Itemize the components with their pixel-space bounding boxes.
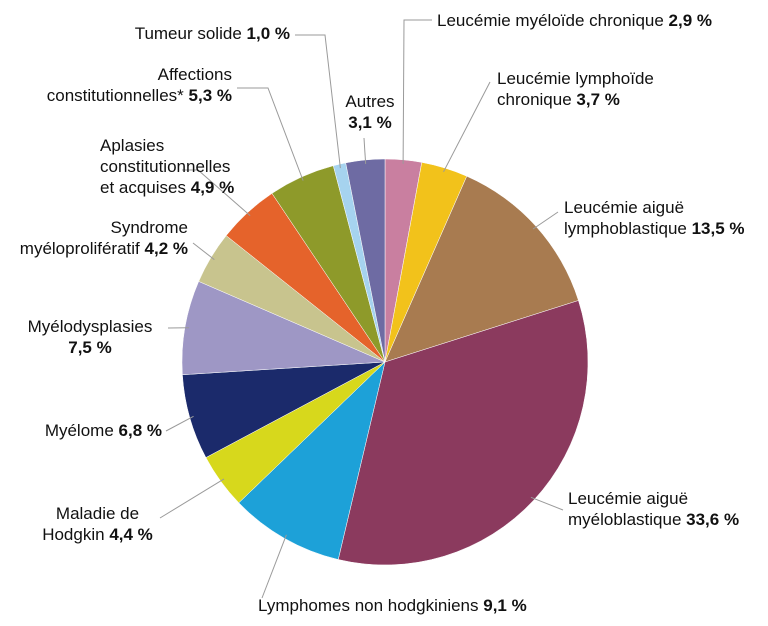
slice-name: Leucémie myéloïde chronique: [437, 11, 664, 30]
slice-name: Tumeur solide: [134, 24, 242, 43]
slice-label: Leucémie lymphoïde chronique 3,7 %: [497, 68, 672, 110]
pie-slice: [238, 361, 386, 560]
slice-value: 3,7 %: [576, 90, 620, 109]
leader-line: [530, 496, 564, 511]
slice-value: 7,5 %: [68, 338, 112, 357]
slice-label: Autres 3,1 %: [340, 91, 400, 133]
slice-name: Leucémie aiguë lymphoblastique: [564, 198, 687, 238]
leader-line: [443, 81, 491, 173]
slice-label: Affections constitutionnelles* 5,3 %: [34, 64, 232, 106]
slice-value: 4,4 %: [109, 525, 153, 544]
slice-value: 4,9 %: [190, 178, 235, 197]
slice-name: Myélome: [44, 421, 114, 440]
slice-value: 6,8 %: [118, 421, 162, 440]
slice-value: 9,1 %: [483, 596, 527, 615]
slice-label: Aplasies constitutionnelles et acquises …: [100, 135, 245, 198]
leader-line: [532, 211, 559, 230]
leader-line: [402, 19, 432, 164]
pie-slice: [384, 175, 579, 363]
slice-value: 1,0 %: [246, 24, 290, 43]
slice-name: Leucémie lymphoïde chronique: [497, 69, 654, 109]
slice-label: Tumeur solide 1,0 %: [90, 23, 290, 44]
leader-line: [159, 478, 225, 519]
slice-label: Lymphomes non hodgkiniens 9,1 %: [258, 595, 578, 616]
slice-name: Lymphomes non hodgkiniens: [258, 596, 479, 615]
slice-name: Aplasies constitutionnelles et acquises: [100, 136, 231, 197]
slice-value: 3,1 %: [348, 113, 392, 132]
leader-line: [237, 87, 304, 181]
slice-label: Myélome 6,8 %: [22, 420, 162, 441]
leader-line: [295, 34, 341, 169]
slice-value: 4,2 %: [144, 239, 188, 258]
leader-line: [363, 137, 367, 164]
slice-name: Autres: [345, 92, 395, 111]
slice-name: Leucémie aiguë myéloblastique: [568, 489, 689, 529]
slice-label: Leucémie myéloïde chronique 2,9 %: [437, 10, 757, 31]
leader-line: [182, 169, 251, 217]
slice-value: 33,6 %: [686, 510, 740, 529]
slice-label: Myélodysplasies 7,5 %: [15, 316, 165, 358]
slice-value: 13,5 %: [691, 219, 745, 238]
slice-name: Affections constitutionnelles*: [46, 65, 232, 105]
leader-line: [261, 534, 287, 599]
leader-line: [192, 242, 215, 261]
leader-line: [165, 415, 194, 432]
slice-value: 5,3 %: [188, 86, 232, 105]
slice-value: 2,9 %: [668, 11, 713, 30]
slice-name: Syndrome myéloprolifératif: [19, 218, 188, 258]
slice-label: Maladie de Hodgkin 4,4 %: [35, 503, 160, 545]
pie-slice: [337, 300, 589, 566]
slice-name: Maladie de Hodgkin: [42, 504, 140, 544]
pie-slice: [181, 281, 386, 376]
slice-label: Leucémie aiguë myéloblastique 33,6 %: [568, 488, 763, 530]
slice-name: Myélodysplasies: [27, 317, 153, 336]
slice-label: Syndrome myéloprolifératif 4,2 %: [13, 217, 188, 259]
slice-label: Leucémie aiguë lymphoblastique 13,5 %: [564, 197, 764, 239]
